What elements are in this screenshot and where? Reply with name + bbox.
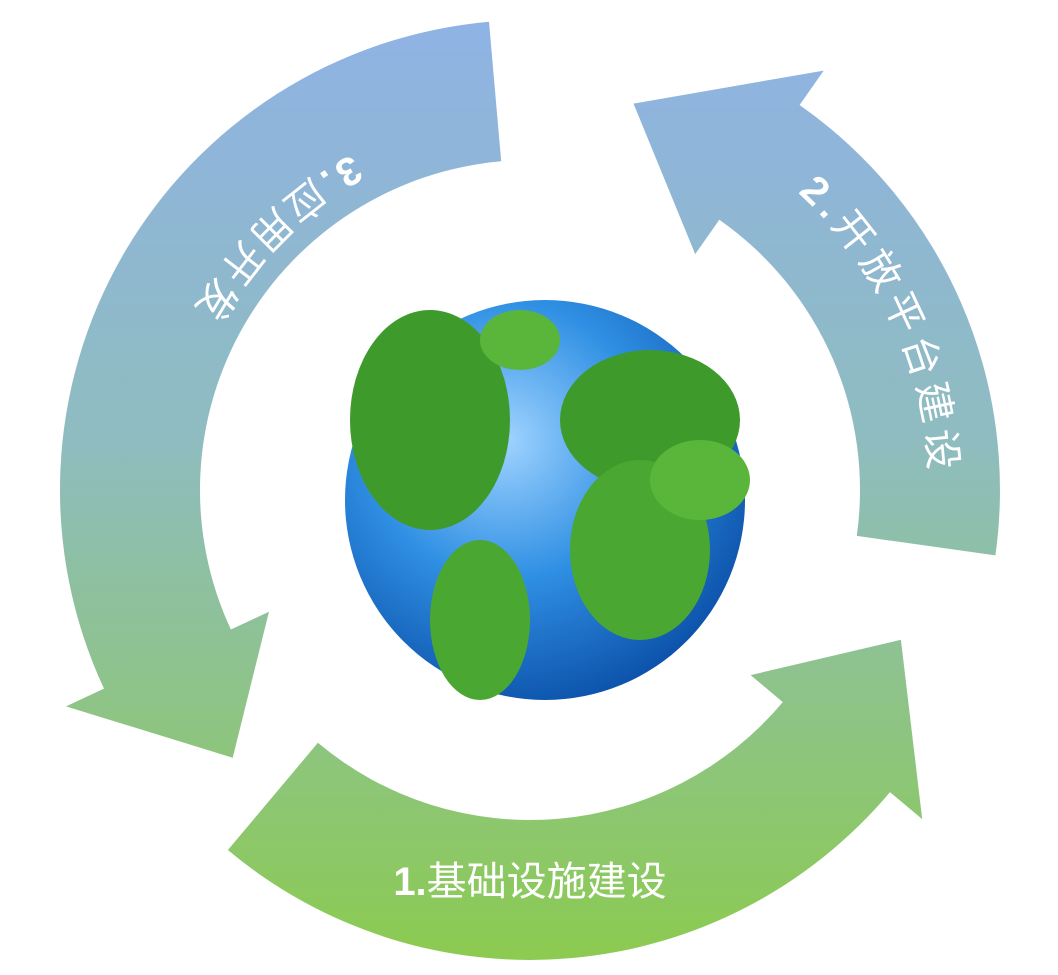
cycle-arrow <box>59 21 502 758</box>
arrows <box>59 21 1000 960</box>
step-text: 基础设施建设 <box>427 859 667 905</box>
cycle-arrow <box>633 70 1000 556</box>
step-number: 1. <box>393 860 426 904</box>
globe <box>345 300 750 700</box>
step-label: 1.基础设施建设 <box>393 859 666 905</box>
cycle-arrow <box>227 639 923 960</box>
